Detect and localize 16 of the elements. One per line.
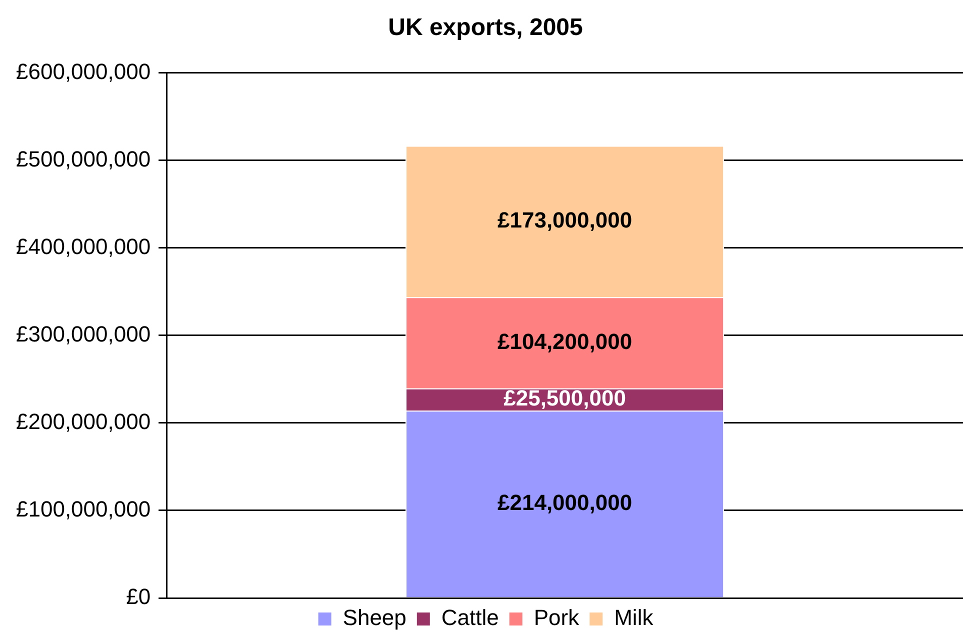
data-label: £214,000,000 [498,490,632,516]
y-tick-label: £200,000,000 [16,408,151,434]
y-tick-label: £500,000,000 [16,146,151,172]
y-tick-label: £300,000,000 [16,321,151,346]
y-tick-label: £0 [126,584,151,610]
data-label: £104,200,000 [498,328,632,354]
legend-label: Pork [534,605,580,630]
data-label: £173,000,000 [498,207,632,232]
chart-title: UK exports, 2005 [388,14,583,42]
y-tick-label: £600,000,000 [16,58,151,84]
y-tick-label: £400,000,000 [16,234,151,259]
legend-label: Milk [614,605,654,630]
data-label: £25,500,000 [504,386,626,411]
legend-label: Sheep [342,605,406,630]
y-tick-label: £100,000,000 [16,496,151,522]
legend-label: Cattle [441,605,499,630]
